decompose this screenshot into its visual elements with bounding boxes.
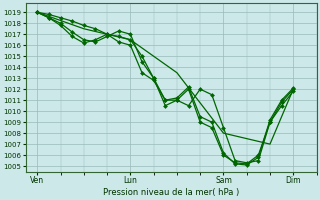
X-axis label: Pression niveau de la mer( hPa ): Pression niveau de la mer( hPa ) [103, 188, 239, 197]
